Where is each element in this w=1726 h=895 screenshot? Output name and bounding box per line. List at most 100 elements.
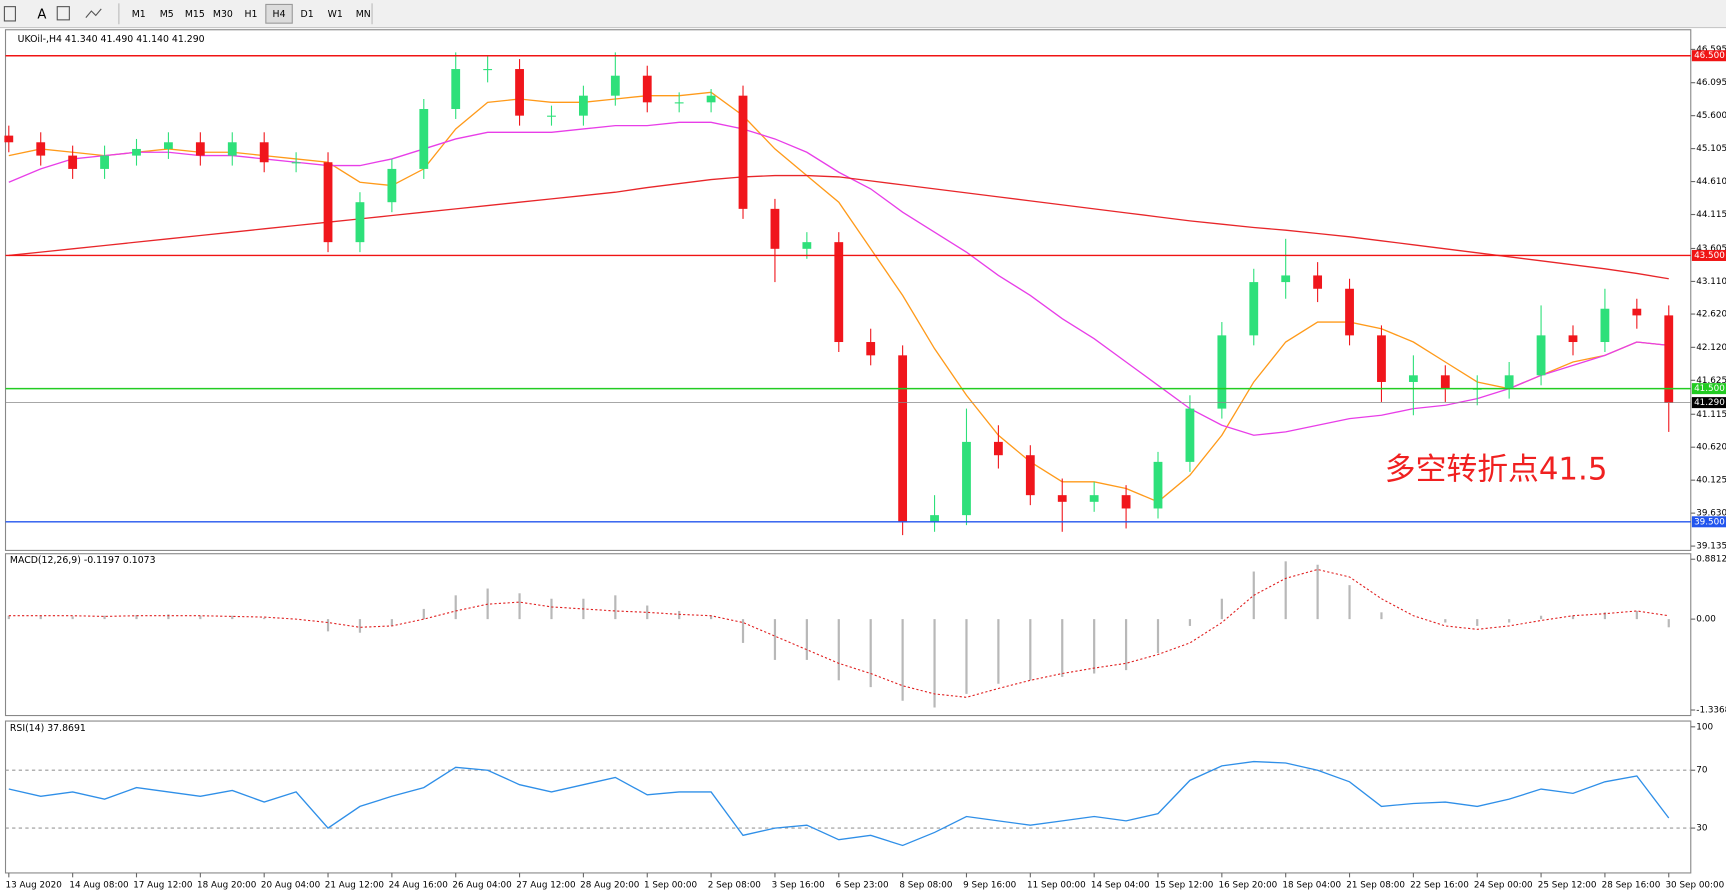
candle-body <box>1089 495 1099 502</box>
timeframe-button[interactable]: D1 <box>301 9 314 20</box>
y-tick-label: 44.115 <box>1696 210 1726 220</box>
x-tick-label: 22 Sep 16:00 <box>1410 881 1469 891</box>
candle-body <box>738 95 748 209</box>
candle-body <box>483 69 493 71</box>
candle-body <box>451 69 461 109</box>
x-tick-label: 17 Aug 12:00 <box>133 881 193 891</box>
candle-body <box>930 515 939 522</box>
candle-body <box>1217 335 1227 409</box>
candle-body <box>100 155 109 169</box>
x-tick-label: 28 Aug 20:00 <box>580 881 640 891</box>
candle-body <box>1185 408 1195 462</box>
level-tag <box>1691 249 1726 261</box>
timeframe-button[interactable]: M5 <box>160 9 174 20</box>
rsi-panel <box>4 720 1692 874</box>
candle-body <box>259 142 269 163</box>
candle-body <box>4 135 14 143</box>
tool-icons <box>3 6 102 22</box>
current-price-label: 41.290 <box>1694 398 1725 408</box>
y-tick-label: 42.120 <box>1696 343 1726 353</box>
timeframe-button[interactable]: M15 <box>185 9 205 20</box>
x-tick-label: 20 Aug 04:00 <box>261 881 321 891</box>
y-tick-label: 43.110 <box>1696 277 1726 287</box>
candle-body <box>1377 335 1386 382</box>
level-tag <box>1691 516 1726 528</box>
candle-body <box>834 242 844 343</box>
candle-body <box>962 441 971 516</box>
y-tick-label: 0.8812 <box>1696 555 1726 565</box>
candle-body <box>1536 335 1546 376</box>
candle-body <box>1121 495 1131 509</box>
cursor-tool[interactable] <box>3 6 16 22</box>
x-tick-label: 8 Sep 08:00 <box>899 881 953 891</box>
annotation: 多空转折点41.5 <box>1385 452 1608 488</box>
x-tick-label: 18 Aug 20:00 <box>197 881 257 891</box>
candle-body <box>515 69 524 116</box>
y-tick-label: -1.3368 <box>1696 706 1726 716</box>
x-tick-label: 21 Sep 08:00 <box>1346 881 1405 891</box>
candle-body <box>36 142 46 156</box>
timeframe-button[interactable]: H4 <box>273 9 286 20</box>
y-tick-label: 45.105 <box>1696 144 1726 154</box>
y-tick-label: 30 <box>1696 824 1708 834</box>
price-panel <box>4 29 1692 551</box>
toolbar <box>0 0 1726 28</box>
current-price-tag <box>1691 397 1726 409</box>
candle-body <box>993 441 1003 456</box>
x-tick-label: 15 Sep 12:00 <box>1155 881 1214 891</box>
signal-line <box>8 568 1669 698</box>
draw-tool[interactable] <box>85 8 102 19</box>
candle-body <box>898 355 908 522</box>
candle-body <box>579 95 588 116</box>
y-tick-label: 41.115 <box>1696 410 1726 420</box>
x-tick-label: 6 Sep 23:00 <box>835 881 889 891</box>
y-tick-label: 43.605 <box>1696 244 1726 254</box>
level-label: 41.500 <box>1694 384 1725 394</box>
timeframe-button[interactable]: M1 <box>132 9 146 20</box>
candle-body <box>132 148 141 156</box>
candle-body <box>802 242 812 249</box>
candle-body <box>291 162 301 164</box>
timeframe-button[interactable]: M30 <box>213 9 233 20</box>
candle-body <box>164 142 173 149</box>
active-timeframe <box>265 3 293 24</box>
moving-average <box>8 91 1669 503</box>
text-tool[interactable]: A <box>37 7 46 22</box>
candle-body <box>227 142 237 156</box>
rsi-title: RSI(14) 37.8691 <box>10 723 86 734</box>
candle-body <box>1504 375 1514 389</box>
y-tick-label: 41.625 <box>1696 376 1726 386</box>
candle-body <box>1632 308 1642 316</box>
candle-body <box>1440 375 1450 389</box>
level-tag <box>1691 50 1726 62</box>
y-tick-label: 100 <box>1696 722 1713 732</box>
level-label: 39.500 <box>1694 517 1725 527</box>
moving-average <box>8 121 1669 436</box>
moving-average <box>8 174 1669 280</box>
candle-body <box>547 115 556 117</box>
timeframe-button[interactable]: MN <box>356 9 371 20</box>
candle-body <box>706 95 716 103</box>
x-tick-label: 30 Sep 00:00 <box>1665 881 1724 891</box>
candle-body <box>1568 335 1578 343</box>
timeframe-button[interactable]: H1 <box>244 9 257 20</box>
x-tick-label: 2 Sep 08:00 <box>708 881 762 891</box>
y-tick-label: 39.135 <box>1696 542 1726 552</box>
x-tick-label: 27 Aug 12:00 <box>516 881 576 891</box>
y-tick-label: 0.00 <box>1696 615 1716 625</box>
candle-body <box>866 342 876 356</box>
x-tick-label: 28 Sep 16:00 <box>1602 881 1661 891</box>
x-tick-label: 1 Sep 00:00 <box>644 881 698 891</box>
y-tick-label: 70 <box>1696 766 1708 776</box>
x-tick-label: 13 Aug 2020 <box>6 881 63 891</box>
x-tick-label: 14 Sep 04:00 <box>1091 881 1150 891</box>
label-tool[interactable] <box>56 6 70 21</box>
y-tick-label: 45.600 <box>1696 111 1726 121</box>
candle-body <box>1249 282 1259 336</box>
candle-body <box>68 155 78 169</box>
x-tick-label: 16 Sep 20:00 <box>1219 881 1278 891</box>
y-tick-label: 46.595 <box>1696 45 1726 55</box>
timeframe-button[interactable]: W1 <box>328 9 343 20</box>
y-tick-label: 39.630 <box>1696 509 1726 519</box>
